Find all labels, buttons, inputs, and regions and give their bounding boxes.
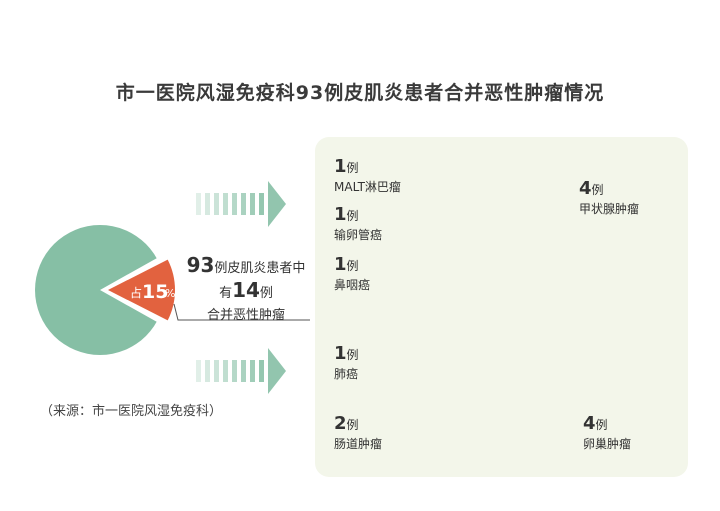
summary-line-3: 合并恶性肿瘤 <box>176 304 316 323</box>
left-pie-percent: 15 <box>142 281 168 303</box>
page-title: 市一医院风湿免疫科93例皮肌炎患者合并恶性肿瘤情况 <box>115 82 605 104</box>
left-pie-slice <box>108 259 176 321</box>
label-nasopharynx: 1例 鼻咽癌 <box>334 254 371 292</box>
label-thyroid: 4例 甲状腺肿瘤 <box>579 178 640 216</box>
summary-has: 有 <box>219 286 233 301</box>
arrow-upper-icon <box>196 181 286 227</box>
left-pie-connector <box>173 303 310 321</box>
label-fallopian: 1例 输卵管癌 <box>334 204 383 242</box>
label-malt: 1例 MALT淋巴瘤 <box>334 156 401 194</box>
summary-line-1: 93例皮肌炎患者中 <box>176 253 316 277</box>
summary-count: 14 <box>232 278 260 302</box>
left-pie-prefix: 占 <box>130 285 142 300</box>
summary-line-2: 有14例 <box>176 278 316 302</box>
source-note: （来源：市一医院风湿免疫科） <box>40 404 223 419</box>
label-lung: 1例 肺癌 <box>334 343 359 381</box>
left-pie-percent-sign: % <box>165 287 175 300</box>
summary-total: 93 <box>186 253 215 277</box>
label-ovary: 4例 卵巢肿瘤 <box>583 413 632 451</box>
donut-panel <box>315 137 688 477</box>
arrow-lower-icon <box>196 348 286 394</box>
summary-desc: 合并恶性肿瘤 <box>206 308 285 323</box>
summary-total-text: 例皮肌炎患者中 <box>214 261 306 276</box>
label-intestine: 2例 肠道肿瘤 <box>334 413 383 451</box>
summary-unit: 例 <box>259 286 273 301</box>
